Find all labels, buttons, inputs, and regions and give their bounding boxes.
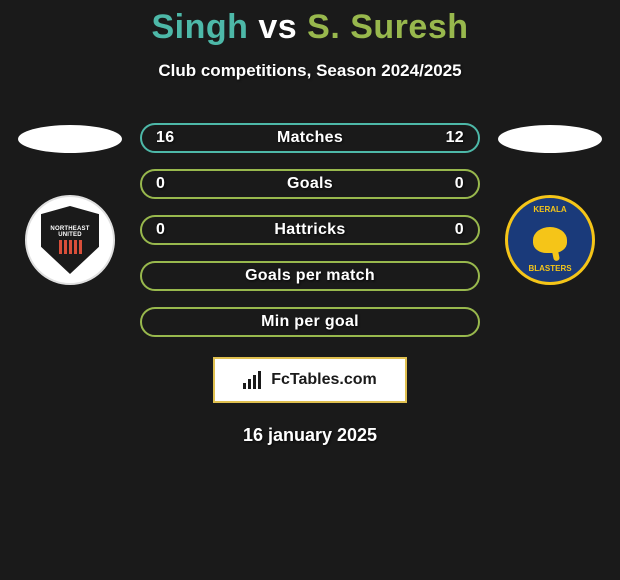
bar-chart-icon xyxy=(243,371,265,389)
stat-right-value: 0 xyxy=(455,175,464,193)
stat-row-hattricks: 0 Hattricks 0 xyxy=(140,215,480,245)
branding-text: FcTables.com xyxy=(271,371,377,389)
comparison-card: Singh vs S. Suresh Club competitions, Se… xyxy=(0,0,620,446)
team2-crest: KERALA BLASTERS xyxy=(505,195,595,285)
player2-avatar xyxy=(498,125,602,153)
team2-name-line2: BLASTERS xyxy=(528,265,571,274)
stat-label: Goals per match xyxy=(245,267,375,285)
team2-name-line1: KERALA xyxy=(533,206,566,215)
branding-box: FcTables.com xyxy=(213,357,407,403)
page-title: Singh vs S. Suresh xyxy=(151,8,468,47)
player1-name: Singh xyxy=(151,8,248,46)
stat-row-min-per-goal: Min per goal xyxy=(140,307,480,337)
right-column: KERALA BLASTERS xyxy=(498,123,602,285)
team1-shield-icon: NORTHEAST UNITED xyxy=(41,206,99,274)
vs-text: vs xyxy=(258,8,297,46)
team1-name-line2: UNITED xyxy=(58,232,82,238)
player2-name: S. Suresh xyxy=(307,8,468,46)
left-column: NORTHEAST UNITED xyxy=(18,123,122,285)
stat-left-value: 0 xyxy=(156,221,165,239)
stat-row-goals: 0 Goals 0 xyxy=(140,169,480,199)
stat-right-value: 0 xyxy=(455,221,464,239)
elephant-icon xyxy=(530,223,570,257)
stat-row-goals-per-match: Goals per match xyxy=(140,261,480,291)
date-label: 16 january 2025 xyxy=(243,425,377,446)
stat-right-value: 12 xyxy=(446,129,464,147)
team2-crest-inner: KERALA BLASTERS xyxy=(508,198,592,282)
team1-crest: NORTHEAST UNITED xyxy=(25,195,115,285)
stat-label: Matches xyxy=(277,129,343,147)
stat-bars: 16 Matches 12 0 Goals 0 0 Hattricks 0 Go… xyxy=(140,123,480,337)
player1-avatar xyxy=(18,125,122,153)
stats-section: NORTHEAST UNITED 16 Matches 12 0 Goals 0… xyxy=(0,123,620,337)
stat-row-matches: 16 Matches 12 xyxy=(140,123,480,153)
stat-label: Hattricks xyxy=(274,221,345,239)
stat-label: Min per goal xyxy=(261,313,359,331)
stat-left-value: 0 xyxy=(156,175,165,193)
subtitle: Club competitions, Season 2024/2025 xyxy=(158,61,461,81)
stat-left-value: 16 xyxy=(156,129,174,147)
stat-label: Goals xyxy=(287,175,333,193)
